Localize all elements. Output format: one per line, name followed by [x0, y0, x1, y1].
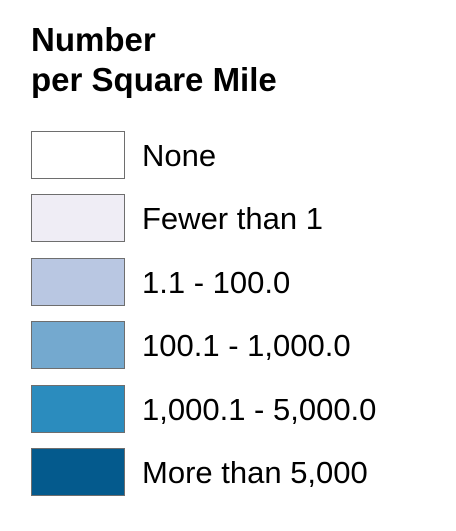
legend-item-1-to-100: 1.1 - 100.0	[31, 257, 451, 306]
legend-swatch-none	[31, 131, 125, 179]
legend-label-none: None	[142, 138, 217, 173]
legend-title-line2: per Square Mile	[31, 61, 277, 98]
legend-items: None Fewer than 1 1.1 - 100.0 100.1 - 1,…	[31, 131, 451, 511]
legend-swatch-100-to-1000	[31, 321, 125, 370]
legend-swatch-1000-to-5000	[31, 384, 125, 433]
legend-swatch-1-to-100	[31, 257, 125, 306]
legend-label-fewer-than-1: Fewer than 1	[142, 201, 323, 237]
legend-swatch-fewer-than-1	[31, 194, 125, 243]
legend-swatch-more-than-5000	[31, 447, 125, 496]
legend-item-fewer-than-1: Fewer than 1	[31, 194, 451, 243]
legend-label-more-than-5000: More than 5,000	[142, 454, 368, 490]
legend-label-1000-to-5000: 1,000.1 - 5,000.0	[142, 391, 377, 427]
legend-title: Number per Square Mile	[31, 20, 277, 100]
legend-item-1000-to-5000: 1,000.1 - 5,000.0	[31, 384, 451, 433]
legend-item-100-to-1000: 100.1 - 1,000.0	[31, 321, 451, 370]
legend-label-100-to-1000: 100.1 - 1,000.0	[142, 328, 351, 364]
legend-item-none: None	[31, 131, 451, 179]
legend-title-line1: Number	[31, 21, 156, 58]
legend-label-1-to-100: 1.1 - 100.0	[142, 264, 291, 300]
legend-item-more-than-5000: More than 5,000	[31, 447, 451, 496]
